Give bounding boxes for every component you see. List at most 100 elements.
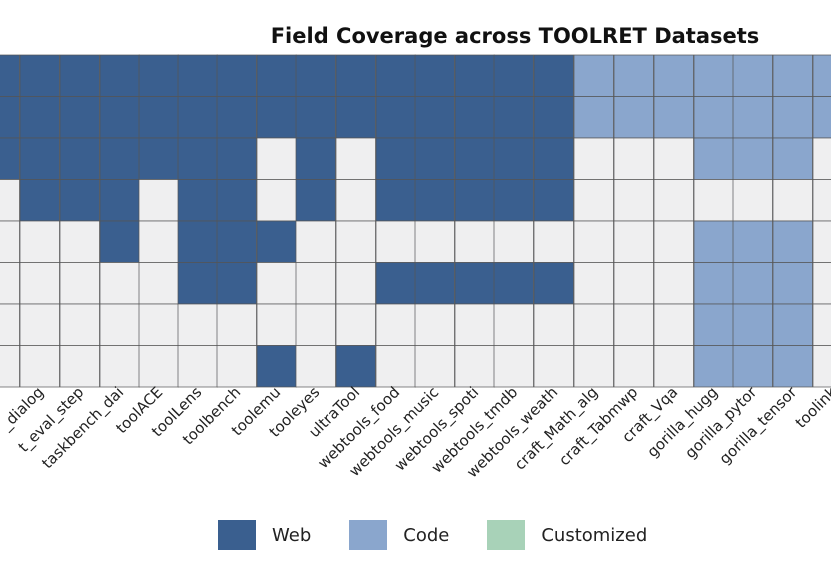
heatmap-cell <box>375 262 416 305</box>
heatmap-cell <box>0 179 20 222</box>
heatmap-cell <box>295 303 336 346</box>
legend-swatch-code <box>349 520 388 550</box>
x-tick-label: toolink <box>792 383 831 432</box>
heatmap-cell <box>693 262 734 305</box>
heatmap-cell <box>375 54 416 97</box>
heatmap-cell <box>613 303 654 346</box>
legend-swatch-web <box>218 520 256 550</box>
heatmap-cell <box>375 179 416 222</box>
heatmap-cell <box>613 54 654 97</box>
heatmap-cell <box>454 54 495 97</box>
heatmap-cell <box>99 137 140 180</box>
heatmap-cell <box>375 303 416 346</box>
legend-item-web: Web <box>218 520 311 550</box>
heatmap-cell <box>732 54 773 97</box>
heatmap-cell <box>295 220 336 263</box>
heatmap-cell <box>216 137 257 180</box>
heatmap-cell <box>414 54 455 97</box>
heatmap-cell <box>216 220 257 263</box>
heatmap-cell <box>19 96 60 139</box>
heatmap-cell <box>493 179 534 222</box>
heatmap-cell <box>138 54 179 97</box>
heatmap-cell <box>335 54 376 97</box>
heatmap-cell <box>335 345 376 388</box>
heatmap-cell <box>573 220 614 263</box>
heatmap-cell <box>653 303 694 346</box>
heatmap-cell <box>533 262 574 305</box>
heatmap-cell <box>653 96 694 139</box>
heatmap-cell <box>0 96 20 139</box>
heatmap-cell <box>375 345 416 388</box>
legend-label-customized: Customized <box>541 524 648 546</box>
heatmap-cell <box>533 303 574 346</box>
heatmap-cell <box>533 345 574 388</box>
heatmap-cell <box>454 262 495 305</box>
heatmap-cell <box>493 96 534 139</box>
heatmap-cell <box>0 137 20 180</box>
heatmap-cell <box>138 137 179 180</box>
legend-swatch-customized <box>487 520 526 550</box>
heatmap-cell <box>573 345 614 388</box>
heatmap-cell <box>19 345 60 388</box>
heatmap-cell <box>454 220 495 263</box>
heatmap-cell <box>454 303 495 346</box>
heatmap-cell <box>493 262 534 305</box>
heatmap-cell <box>454 179 495 222</box>
heatmap-cell <box>414 345 455 388</box>
heatmap-cell <box>772 179 813 222</box>
heatmap-cell <box>177 54 218 97</box>
heatmap-cell <box>414 179 455 222</box>
heatmap-cell <box>375 220 416 263</box>
heatmap-cell <box>693 54 734 97</box>
heatmap-cell <box>59 262 100 305</box>
heatmap-cell <box>99 345 140 388</box>
heatmap-cell <box>177 96 218 139</box>
heatmap-cell <box>493 345 534 388</box>
heatmap-cell <box>177 220 218 263</box>
heatmap-cell <box>613 345 654 388</box>
heatmap-cell <box>693 220 734 263</box>
heatmap-cell <box>335 262 376 305</box>
heatmap-cell <box>693 179 734 222</box>
heatmap-cell <box>177 345 218 388</box>
heatmap-cell <box>19 262 60 305</box>
heatmap-cell <box>573 303 614 346</box>
heatmap-cell <box>216 345 257 388</box>
heatmap-cell <box>138 303 179 346</box>
heatmap-cell <box>493 137 534 180</box>
heatmap-cell <box>414 220 455 263</box>
heatmap-cell <box>99 96 140 139</box>
heatmap-cell <box>613 137 654 180</box>
heatmap-cell <box>812 345 831 388</box>
heatmap-cell <box>295 345 336 388</box>
heatmap-cell <box>256 303 297 346</box>
legend: Web Code Customized <box>218 519 685 551</box>
heatmap-cell <box>256 54 297 97</box>
heatmap-cell <box>99 54 140 97</box>
heatmap-cell <box>732 137 773 180</box>
heatmap-cell <box>772 54 813 97</box>
heatmap-cell <box>295 179 336 222</box>
heatmap-cell <box>653 137 694 180</box>
heatmap-cell <box>573 137 614 180</box>
heatmap-cell <box>533 96 574 139</box>
heatmap-cell <box>0 303 20 346</box>
heatmap-cell <box>138 179 179 222</box>
heatmap-cell <box>732 179 773 222</box>
heatmap-cell <box>812 179 831 222</box>
heatmap-cell <box>533 137 574 180</box>
heatmap-cell <box>59 54 100 97</box>
heatmap-cell <box>59 96 100 139</box>
heatmap-cell <box>256 96 297 139</box>
heatmap-cell <box>19 179 60 222</box>
legend-item-customized: Customized <box>487 520 647 550</box>
legend-item-code: Code <box>349 520 449 550</box>
heatmap-cell <box>493 220 534 263</box>
heatmap-cell <box>533 220 574 263</box>
heatmap-cell <box>0 345 20 388</box>
heatmap-cell <box>812 220 831 263</box>
heatmap-cell <box>99 303 140 346</box>
heatmap-cell <box>693 345 734 388</box>
heatmap-cell <box>454 345 495 388</box>
